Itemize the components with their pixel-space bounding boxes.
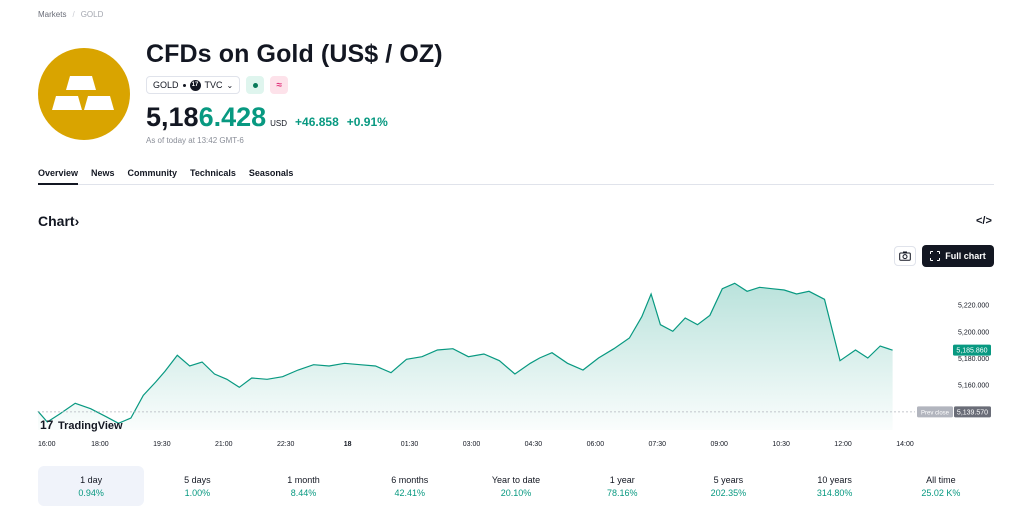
- y-tick-label: 5,180.000: [958, 356, 989, 363]
- range-year-to-date[interactable]: Year to date 20.10%: [463, 466, 569, 506]
- range-value: 20.10%: [500, 487, 532, 498]
- x-tick-label: 19:30: [153, 441, 171, 448]
- symbol-chips: GOLD 17 TVC ⌄ ≈: [146, 76, 289, 94]
- range-value: 42.41%: [394, 487, 426, 498]
- y-tick-label: 5,200.000: [958, 329, 989, 336]
- x-tick-label: 09:00: [710, 441, 728, 448]
- chart-heading-text: Chart: [38, 213, 75, 229]
- price-highlight: 6.428: [198, 102, 267, 132]
- range-5-days[interactable]: 5 days 1.00%: [144, 466, 250, 506]
- range-value: 25.02 K%: [921, 487, 961, 498]
- range-all-time[interactable]: All time 25.02 K%: [888, 466, 994, 506]
- range-label: 10 years: [817, 474, 852, 485]
- last-price-label: 5,185.860: [956, 348, 987, 355]
- x-tick-label: 07:30: [649, 441, 667, 448]
- dot-separator: [182, 83, 186, 87]
- page-title: CFDs on Gold (US$ / OZ): [146, 40, 443, 68]
- breadcrumb-separator: /: [72, 10, 75, 19]
- full-chart-label: Full chart: [945, 251, 986, 261]
- range-value: 1.00%: [184, 487, 211, 498]
- price-chart[interactable]: 5,220.000 5,200.000 5,180.000 5,160.000 16:…: [0, 270, 1024, 460]
- x-tick-label: 10:30: [772, 441, 790, 448]
- price-line: [37, 282, 893, 424]
- breadcrumb: Markets / GOLD: [38, 10, 103, 19]
- range-value: 202.35%: [710, 487, 747, 498]
- range-label: 5 days: [184, 474, 211, 485]
- x-tick-label: 12:00: [834, 441, 852, 448]
- watermark-logo-icon: 17: [40, 418, 54, 432]
- range-label: Year to date: [491, 474, 541, 485]
- tradingview-watermark: 17 TradingView: [40, 418, 123, 432]
- price-change: +46.858: [295, 115, 339, 129]
- range-label: 1 year: [609, 474, 635, 485]
- price-change-percent: +0.91%: [346, 115, 388, 129]
- price-currency: USD: [270, 119, 288, 128]
- x-tick-label: 06:00: [587, 441, 605, 448]
- range-10-years[interactable]: 10 years 314.80%: [782, 466, 888, 506]
- x-tick-label: 03:00: [463, 441, 481, 448]
- exchange-label: TVC: [204, 80, 223, 90]
- x-tick-label: 22:30: [277, 441, 295, 448]
- chevron-right-icon: ›: [74, 213, 80, 229]
- gold-logo: [38, 48, 130, 140]
- last-price-badge: [953, 344, 991, 356]
- symbol-exchange-chip[interactable]: GOLD 17 TVC ⌄: [146, 76, 241, 94]
- x-tick-label: 18: [344, 441, 352, 448]
- tab-community[interactable]: Community: [127, 168, 178, 178]
- range-value: 0.94%: [78, 487, 104, 498]
- y-tick-label: 5,160.000: [958, 383, 989, 390]
- range-1-month[interactable]: 1 month 8.44%: [250, 466, 356, 506]
- range-label: 5 years: [713, 474, 744, 485]
- tab-technicals[interactable]: Technicals: [190, 168, 236, 178]
- y-tick-label: 5,220.000: [958, 303, 989, 310]
- prev-close-tag-label: Prev close: [921, 410, 950, 416]
- performance-ranges: 1 day 0.94% 5 days 1.00% 1 month 8.44% 6 mo…: [38, 466, 994, 506]
- range-1-year[interactable]: 1 year 78.16%: [569, 466, 675, 506]
- full-chart-button[interactable]: Full chart: [922, 245, 994, 267]
- prev-close-value-label: 5,139.570: [957, 409, 988, 416]
- price-main: 5,18: [146, 102, 199, 132]
- cfd-badge[interactable]: ≈: [270, 76, 289, 94]
- prev-close-tag: [917, 406, 953, 418]
- market-status-badge[interactable]: [246, 76, 265, 94]
- x-tick-label: 04:30: [525, 441, 543, 448]
- gold-bars-icon: [52, 76, 114, 110]
- fullscreen-icon: [929, 250, 942, 262]
- range-label: All time: [926, 474, 956, 485]
- x-tick-label: 16:00: [38, 441, 56, 448]
- symbol-label: GOLD: [153, 80, 179, 90]
- tradingview-icon: 17: [189, 79, 201, 91]
- quote-price-row: 5,18 6.428 USD +46.858 +0.91%: [146, 102, 388, 133]
- market-status-dot-icon: [252, 82, 258, 88]
- snapshot-button[interactable]: [894, 246, 916, 266]
- quote-timestamp: As of today at 13:42 GMT-6: [146, 136, 244, 145]
- camera-icon: [899, 251, 911, 261]
- range-label: 6 months: [391, 474, 429, 485]
- x-tick-label: 14:00: [896, 441, 914, 448]
- breadcrumb-current: GOLD: [80, 10, 104, 19]
- prev-close-value-badge: [954, 406, 991, 418]
- x-tick-label: 01:30: [401, 441, 419, 448]
- tab-overview[interactable]: Overview: [38, 168, 79, 185]
- range-6-months[interactable]: 6 months 42.41%: [357, 466, 463, 506]
- x-tick-label: 21:00: [215, 441, 233, 448]
- range-1-day[interactable]: 1 day 0.94%: [38, 466, 145, 506]
- price-area-fill: [38, 283, 893, 430]
- range-value: 8.44%: [290, 487, 317, 498]
- range-value: 314.80%: [816, 487, 853, 498]
- chevron-down-icon: ⌄: [226, 80, 234, 90]
- range-value: 78.16%: [606, 487, 638, 498]
- chart-heading-link[interactable]: Chart›: [38, 213, 79, 229]
- tab-news[interactable]: News: [91, 168, 115, 178]
- range-label: 1 month: [287, 474, 320, 485]
- embed-code-icon[interactable]: </>: [976, 215, 992, 227]
- x-tick-label: 18:00: [91, 441, 109, 448]
- range-5-years[interactable]: 5 years 202.35%: [675, 466, 781, 506]
- tab-seasonals[interactable]: Seasonals: [248, 168, 294, 178]
- symbol-tabs: Overview News Community Technicals Seaso…: [38, 168, 994, 185]
- breadcrumb-markets-link[interactable]: Markets: [38, 10, 67, 19]
- range-label: 1 day: [80, 474, 103, 485]
- watermark-text: TradingView: [58, 420, 123, 432]
